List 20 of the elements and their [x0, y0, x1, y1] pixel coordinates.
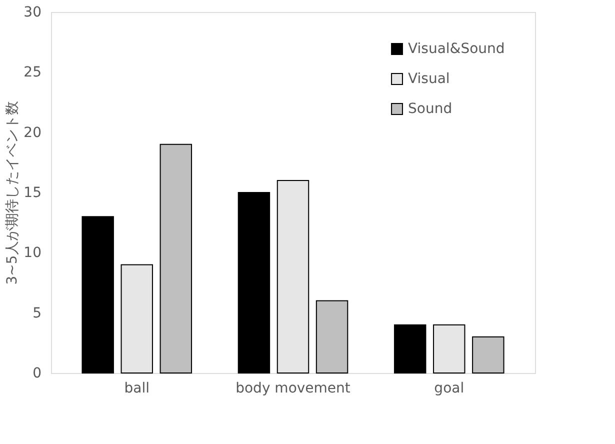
x-tick-label: ball — [124, 380, 150, 396]
y-axis-title: 3~5人が期待したイベント数 — [4, 101, 21, 285]
bar — [238, 192, 270, 374]
bar — [82, 216, 114, 374]
y-tick-label: 5 — [32, 305, 42, 322]
y-tick-label: 10 — [24, 245, 42, 262]
legend-label: Visual&Sound — [408, 41, 505, 57]
y-tick-label: 15 — [24, 185, 42, 201]
x-tick-label: goal — [434, 380, 464, 396]
bar — [160, 144, 192, 374]
bar — [394, 324, 426, 374]
y-tick-label: 20 — [24, 124, 42, 141]
legend-label: Sound — [408, 101, 452, 117]
x-tick-label: body movement — [236, 380, 351, 396]
y-tick-label: 30 — [24, 4, 42, 20]
y-tick-label: 0 — [32, 366, 42, 382]
bar — [472, 336, 504, 374]
bar — [316, 300, 348, 374]
y-tick-label: 25 — [24, 64, 42, 81]
legend-label: Visual — [408, 71, 450, 87]
